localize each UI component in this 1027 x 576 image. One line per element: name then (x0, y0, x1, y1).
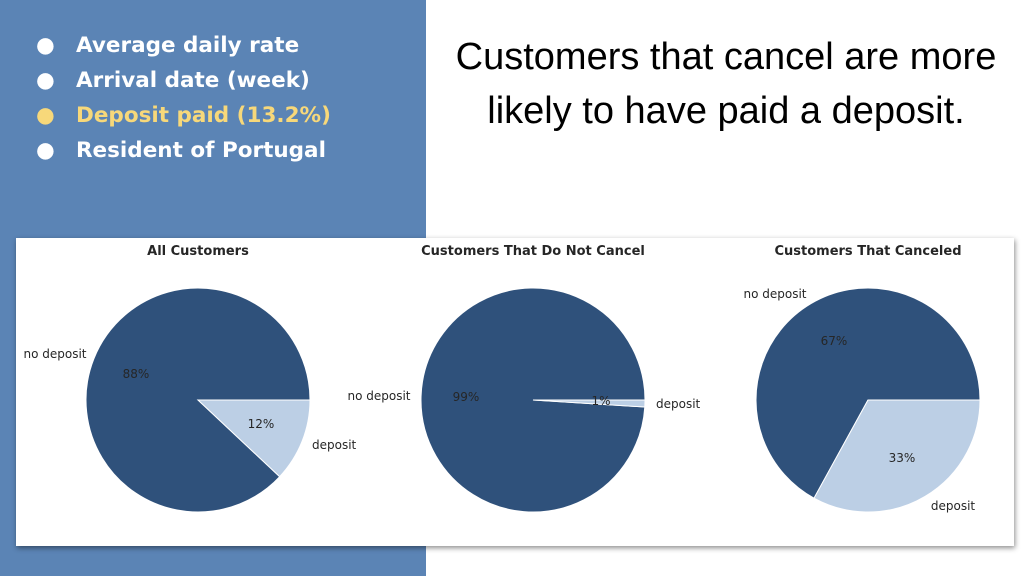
feature-label: Average daily rate (76, 33, 300, 58)
pie-slice-no-deposit (755, 287, 981, 499)
pie-chart: Customers That Canceled no deposit deposit… (743, 244, 981, 513)
label-no-deposit: no deposit (743, 287, 806, 301)
bullet-icon: ● (36, 138, 55, 163)
label-deposit: deposit (931, 499, 976, 513)
pie-charts: All Customers no deposit deposit 88% 12% Cust… (23, 244, 981, 513)
chart-title: Customers That Canceled (774, 244, 961, 259)
label-no-deposit: no deposit (347, 389, 410, 403)
slide-headline: Customers that cancel are more likely to… (455, 36, 997, 132)
feature-label: Resident of Portugal (76, 138, 326, 163)
pie-chart: All Customers no deposit deposit 88% 12% (23, 244, 357, 513)
feature-item: ● Arrival date (week) (36, 63, 331, 98)
data-label-percent: 33% (889, 451, 916, 465)
bullet-icon: ● (36, 68, 55, 93)
bullet-icon: ● (36, 103, 55, 128)
data-label-percent: 67% (821, 334, 848, 348)
feature-item-highlighted: ● Deposit paid (13.2%) (36, 98, 331, 133)
pie-slice-deposit (196, 399, 311, 478)
data-label-percent: 99% (453, 390, 480, 404)
pie-chart: Customers That Do Not Cancel no deposit de… (347, 244, 701, 513)
pie-slice-deposit (813, 399, 981, 513)
label-no-deposit: no deposit (23, 347, 86, 361)
feature-label: Arrival date (week) (76, 68, 310, 93)
feature-list: ● Average daily rate ● Arrival date (week)… (36, 28, 331, 168)
feature-label: Deposit paid (13.2%) (76, 103, 331, 128)
chart-title: All Customers (147, 244, 249, 259)
feature-item: ● Resident of Portugal (36, 133, 331, 168)
label-deposit: deposit (312, 438, 357, 452)
chart-card: All Customers no deposit deposit 88% 12% Cust… (16, 238, 1014, 546)
label-deposit: deposit (656, 397, 701, 411)
bullet-icon: ● (36, 33, 55, 58)
chart-title: Customers That Do Not Cancel (421, 244, 645, 259)
feature-item: ● Average daily rate (36, 28, 331, 63)
data-label-percent: 1% (591, 394, 610, 408)
data-label-percent: 12% (248, 417, 275, 431)
pie-slice-deposit (532, 399, 646, 408)
data-label-percent: 88% (123, 367, 150, 381)
